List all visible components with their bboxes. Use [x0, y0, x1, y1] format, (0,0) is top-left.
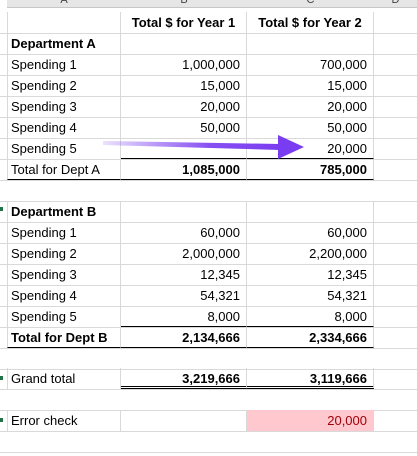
cell-b[interactable]: [121, 33, 247, 54]
blank-row: [0, 389, 417, 411]
table-row: Spending 4 54,321 54,321: [0, 285, 417, 307]
column-header-d-label: D: [391, 0, 400, 6]
year2-value[interactable]: 54,321: [247, 285, 374, 306]
row-label[interactable]: Spending 3: [7, 96, 121, 117]
year2-value[interactable]: 8,000: [247, 306, 374, 327]
year2-value[interactable]: 60,000: [247, 222, 374, 243]
blank-row: [0, 431, 417, 453]
year1-value[interactable]: 2,000,000: [121, 243, 247, 264]
row-label[interactable]: Spending 4: [7, 117, 121, 138]
dept-b-total-year1[interactable]: 2,134,666: [121, 327, 247, 348]
row-label[interactable]: Spending 5: [7, 138, 121, 159]
table-row: Spending 5 8,000 8,000: [0, 306, 417, 328]
year1-value[interactable]: 20,000: [121, 96, 247, 117]
column-header-c-label: C: [306, 0, 315, 6]
cell-c[interactable]: [247, 33, 374, 54]
cell-b[interactable]: [121, 410, 247, 431]
dept-b-total-year2[interactable]: 2,334,666: [247, 327, 374, 348]
grand-total-year2[interactable]: 3,119,666: [247, 368, 374, 389]
table-row: Spending 1 1,000,000 700,000: [0, 54, 417, 76]
year1-value[interactable]: 8,000: [121, 306, 247, 327]
row-label[interactable]: Spending 4: [7, 285, 121, 306]
table-row: Spending 1 60,000 60,000: [0, 222, 417, 244]
year1-header[interactable]: Total $ for Year 1: [121, 12, 247, 33]
error-check-row: Error check 20,000: [0, 410, 417, 432]
row-label[interactable]: Spending 1: [7, 222, 121, 243]
year2-value[interactable]: 20,000: [247, 138, 374, 159]
row-label[interactable]: Spending 3: [7, 264, 121, 285]
column-header-c[interactable]: C: [247, 0, 374, 8]
dept-b-total-row: Total for Dept B 2,134,666 2,334,666: [0, 327, 417, 349]
dept-b-total-label[interactable]: Total for Dept B: [7, 327, 121, 348]
grand-total-year1[interactable]: 3,219,666: [121, 368, 247, 389]
column-header-a-label: A: [60, 0, 68, 6]
dept-b-title-row: Department B: [0, 201, 417, 223]
dept-b-title[interactable]: Department B: [7, 201, 121, 222]
row-label[interactable]: Spending 2: [7, 75, 121, 96]
year2-value[interactable]: 20,000: [247, 96, 374, 117]
year1-value[interactable]: [121, 138, 247, 159]
blank-row: [0, 348, 417, 370]
column-header-a[interactable]: A: [7, 0, 121, 8]
error-check-label[interactable]: Error check: [7, 410, 121, 431]
table-row: Spending 3 20,000 20,000: [0, 96, 417, 118]
year1-value[interactable]: 54,321: [121, 285, 247, 306]
header-row: Total $ for Year 1 Total $ for Year 2: [0, 12, 417, 34]
year2-value[interactable]: 15,000: [247, 75, 374, 96]
dept-a-title-row: Department A: [0, 33, 417, 55]
table-row: Spending 3 12,345 12,345: [0, 264, 417, 286]
row-marker: [0, 207, 3, 211]
dept-a-title[interactable]: Department A: [7, 33, 121, 54]
cell-a-header[interactable]: [7, 12, 121, 33]
year1-value[interactable]: 60,000: [121, 222, 247, 243]
row-label[interactable]: Spending 2: [7, 243, 121, 264]
year2-value[interactable]: 700,000: [247, 54, 374, 75]
table-row: Spending 5 20,000: [0, 138, 417, 160]
table-row: Spending 2 15,000 15,000: [0, 75, 417, 97]
year2-header[interactable]: Total $ for Year 2: [247, 12, 374, 33]
grand-total-label[interactable]: Grand total: [7, 368, 121, 389]
row-marker: [0, 418, 3, 422]
table-row: Spending 2 2,000,000 2,200,000: [0, 243, 417, 265]
row-label[interactable]: Spending 5: [7, 306, 121, 327]
blank-row: [0, 180, 417, 202]
year1-value[interactable]: 15,000: [121, 75, 247, 96]
cell-b[interactable]: [121, 201, 247, 222]
year2-value[interactable]: 2,200,000: [247, 243, 374, 264]
year2-value[interactable]: 50,000: [247, 117, 374, 138]
year1-value[interactable]: 1,000,000: [121, 54, 247, 75]
table-row: Spending 4 50,000 50,000: [0, 117, 417, 139]
dept-a-total-year2[interactable]: 785,000: [247, 159, 374, 180]
year1-value[interactable]: 50,000: [121, 117, 247, 138]
dept-a-total-label[interactable]: Total for Dept A: [7, 159, 121, 180]
row-label[interactable]: Spending 1: [7, 54, 121, 75]
dept-a-total-row: Total for Dept A 1,085,000 785,000: [0, 159, 417, 181]
column-header-b[interactable]: B: [121, 0, 247, 8]
grand-total-row: Grand total 3,219,666 3,119,666: [0, 368, 417, 390]
cell-c[interactable]: [247, 201, 374, 222]
column-header-b-label: B: [180, 0, 188, 6]
year1-value[interactable]: 12,345: [121, 264, 247, 285]
error-check-value[interactable]: 20,000: [247, 410, 374, 431]
column-header-d[interactable]: D: [374, 0, 417, 8]
row-marker: [0, 376, 3, 380]
dept-a-total-year1[interactable]: 1,085,000: [121, 159, 247, 180]
year2-value[interactable]: 12,345: [247, 264, 374, 285]
